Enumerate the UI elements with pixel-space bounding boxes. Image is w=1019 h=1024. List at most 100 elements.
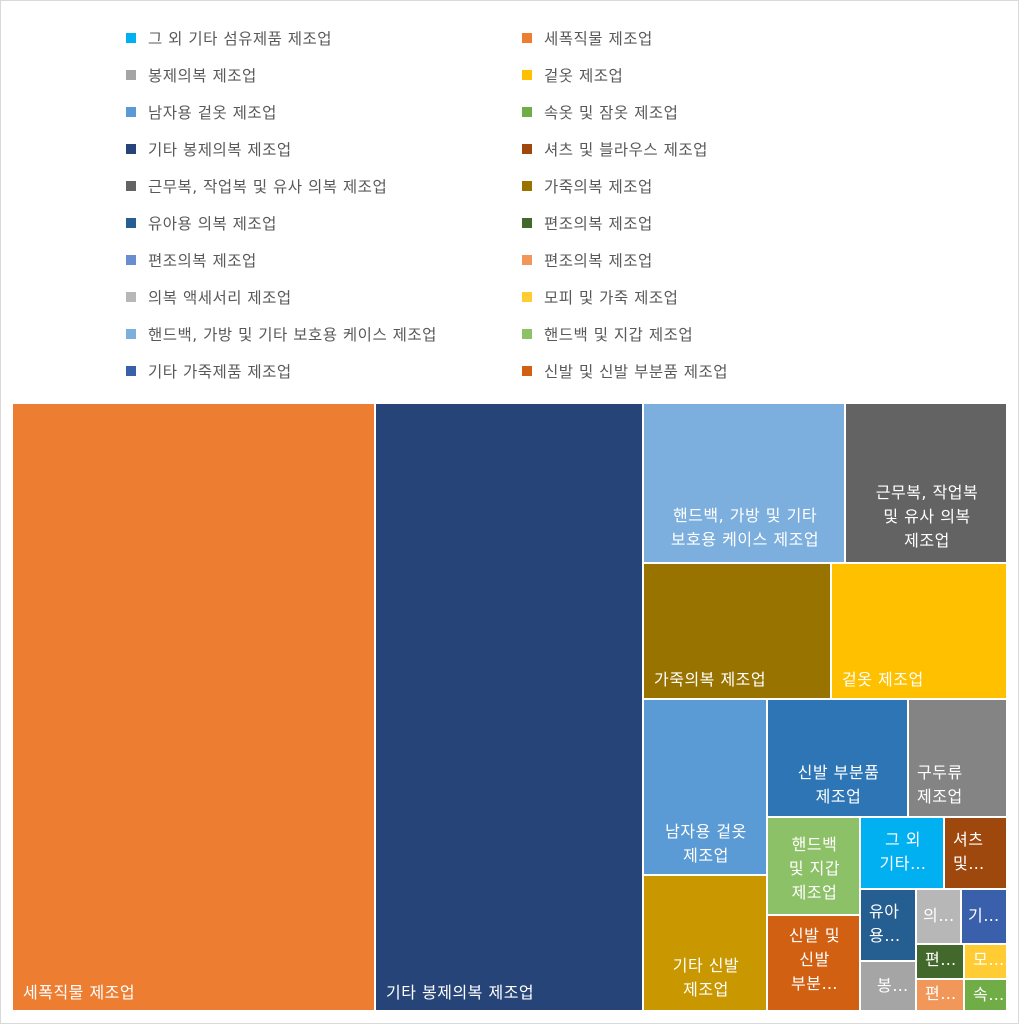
treemap-cell-label: 속…	[973, 985, 1005, 1004]
legend-item: 셔츠 및 블라우스 제조업	[522, 137, 708, 161]
legend-swatch	[126, 329, 136, 339]
treemap-cell[interactable]: 기타 봉제의복 제조업	[375, 403, 643, 1011]
legend-swatch	[522, 107, 532, 117]
legend-label: 가죽의복 제조업	[544, 178, 653, 196]
treemap-cell[interactable]: 모…	[964, 944, 1007, 979]
legend-item: 편조의복 제조업	[522, 248, 653, 272]
treemap-cell-label: 신발 부분품 제조업	[797, 763, 880, 806]
treemap-cell-label: 편…	[925, 950, 957, 969]
treemap-cell-label: 겉옷 제조업	[842, 670, 924, 689]
legend-label: 의복 액세서리 제조업	[148, 289, 292, 307]
legend-item: 기타 가죽제품 제조업	[126, 359, 292, 383]
legend-item: 겉옷 제조업	[522, 63, 623, 87]
legend-swatch	[126, 107, 136, 117]
treemap-cell-label: 모…	[973, 950, 1005, 969]
legend-item: 편조의복 제조업	[126, 248, 257, 272]
legend-label: 세폭직물 제조업	[544, 30, 653, 48]
treemap-cell-label: 편…	[925, 984, 957, 1003]
legend-label: 유아용 의복 제조업	[148, 215, 277, 233]
legend-label: 기타 봉제의복 제조업	[148, 141, 292, 159]
treemap-cell-label: 세폭직물 제조업	[23, 983, 136, 1002]
treemap-cell-label: 기타 신발 제조업	[672, 956, 740, 999]
legend-label: 편조의복 제조업	[544, 215, 653, 233]
treemap-cell[interactable]: 편…	[916, 979, 964, 1011]
treemap-cell[interactable]: 세폭직물 제조업	[12, 403, 375, 1011]
legend-item: 신발 및 신발 부분품 제조업	[522, 359, 728, 383]
legend-swatch	[522, 218, 532, 228]
treemap-cell-label: 가죽의복 제조업	[654, 670, 767, 689]
legend-swatch	[126, 181, 136, 191]
treemap-cell[interactable]: 핸드백, 가방 및 기타 보호용 케이스 제조업	[643, 403, 845, 563]
treemap-cell[interactable]: 가죽의복 제조업	[643, 563, 831, 699]
legend-swatch	[522, 366, 532, 376]
treemap-cell-label: 셔츠 및…	[953, 830, 985, 873]
legend-swatch	[126, 144, 136, 154]
legend-label: 모피 및 가죽 제조업	[544, 289, 679, 307]
treemap-cell[interactable]: 편…	[916, 944, 964, 979]
legend-item: 유아용 의복 제조업	[126, 211, 277, 235]
legend-swatch	[522, 255, 532, 265]
treemap-cell-label: 남자용 겉옷 제조업	[665, 822, 747, 865]
treemap-cell[interactable]: 구두류 제조업	[908, 699, 1007, 817]
legend-label: 근무복, 작업복 및 유사 의복 제조업	[148, 178, 388, 196]
treemap-cell-label: 그 외 기타…	[879, 830, 927, 873]
legend-label: 남자용 겉옷 제조업	[148, 104, 277, 122]
treemap-cell[interactable]: 기…	[961, 889, 1007, 944]
legend-item: 남자용 겉옷 제조업	[126, 100, 277, 124]
legend-swatch	[126, 255, 136, 265]
legend-swatch	[522, 292, 532, 302]
legend-item: 기타 봉제의복 제조업	[126, 137, 292, 161]
legend-label: 신발 및 신발 부분품 제조업	[544, 363, 729, 381]
legend-label: 기타 가죽제품 제조업	[148, 363, 292, 381]
legend-item: 봉제의복 제조업	[126, 63, 257, 87]
legend-label: 편조의복 제조업	[544, 252, 653, 270]
treemap-cell-label: 근무복, 작업복 및 유사 의복 제조업	[875, 483, 979, 550]
treemap-cell-label: 기…	[968, 906, 1000, 925]
treemap-cell[interactable]: 핸드백 및 지갑 제조업	[767, 817, 860, 915]
legend-swatch	[522, 181, 532, 191]
legend-swatch	[126, 218, 136, 228]
treemap-cell[interactable]: 그 외 기타…	[860, 817, 944, 889]
treemap-cell[interactable]: 셔츠 및…	[944, 817, 1007, 889]
legend-item: 가죽의복 제조업	[522, 174, 653, 198]
treemap-cell[interactable]: 신발 부분품 제조업	[767, 699, 908, 817]
treemap-cell-label: 신발 및 신발 부분…	[788, 926, 841, 993]
legend-swatch	[522, 70, 532, 80]
treemap-cell-label: 구두류 제조업	[917, 763, 963, 806]
treemap-cell[interactable]: 봉…	[860, 961, 916, 1011]
legend-swatch	[522, 144, 532, 154]
treemap-cell[interactable]: 신발 및 신발 부분…	[767, 915, 860, 1011]
treemap-cell-label: 기타 봉제의복 제조업	[386, 983, 535, 1002]
legend-swatch	[522, 33, 532, 43]
treemap-cell[interactable]: 속…	[964, 979, 1007, 1011]
legend-label: 핸드백, 가방 및 기타 보호용 케이스 제조업	[148, 326, 437, 344]
treemap-cell-label: 핸드백, 가방 및 기타 보호용 케이스 제조업	[670, 506, 820, 549]
treemap-cell[interactable]: 의…	[916, 889, 961, 944]
treemap-cell-label: 봉…	[877, 976, 909, 995]
treemap-cell-label: 핸드백 및 지갑 제조업	[788, 835, 841, 902]
treemap-cell[interactable]: 근무복, 작업복 및 유사 의복 제조업	[845, 403, 1007, 563]
legend-item: 속옷 및 잠옷 제조업	[522, 100, 678, 124]
legend-label: 핸드백 및 지갑 제조업	[544, 326, 694, 344]
treemap-cell[interactable]: 남자용 겉옷 제조업	[643, 699, 767, 875]
legend-item: 그 외 기타 섬유제품 제조업	[126, 26, 332, 50]
legend-swatch	[126, 33, 136, 43]
treemap-cell[interactable]: 겉옷 제조업	[831, 563, 1007, 699]
legend-label: 속옷 및 잠옷 제조업	[544, 104, 679, 122]
treemap-cell[interactable]: 유아 용…	[860, 889, 916, 961]
legend-label: 봉제의복 제조업	[148, 67, 257, 85]
legend-swatch	[126, 70, 136, 80]
treemap-cell[interactable]: 기타 신발 제조업	[643, 875, 767, 1011]
treemap-cell-label: 의…	[923, 906, 955, 925]
legend-item: 근무복, 작업복 및 유사 의복 제조업	[126, 174, 387, 198]
legend-label: 편조의복 제조업	[148, 252, 257, 270]
legend-label: 그 외 기타 섬유제품 제조업	[148, 30, 333, 48]
legend-label: 셔츠 및 블라우스 제조업	[544, 141, 708, 159]
treemap-cell-label: 유아 용…	[869, 902, 901, 945]
legend-label: 겉옷 제조업	[544, 67, 624, 85]
legend-item: 의복 액세서리 제조업	[126, 285, 292, 309]
legend-swatch	[126, 292, 136, 302]
legend-item: 모피 및 가죽 제조업	[522, 285, 678, 309]
